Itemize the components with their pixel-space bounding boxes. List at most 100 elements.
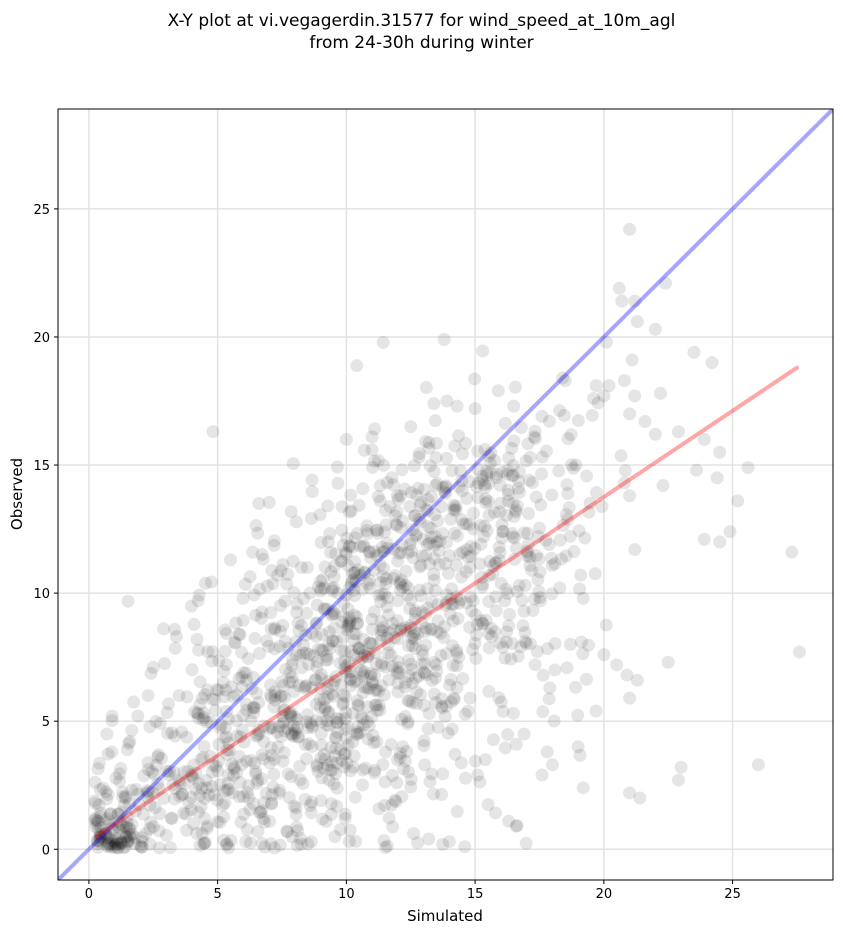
scatter-point [252, 496, 266, 510]
scatter-point [293, 759, 307, 773]
scatter-point [509, 505, 523, 519]
scatter-point [521, 437, 535, 451]
scatter-point [367, 454, 381, 468]
scatter-point [414, 495, 428, 509]
scatter-point [325, 607, 339, 621]
scatter-point [369, 523, 383, 537]
scatter-point [326, 634, 340, 648]
scatter-point [394, 622, 408, 636]
scatter-point [210, 793, 224, 807]
scatter-point [352, 656, 366, 670]
scatter-point [357, 632, 371, 646]
scatter-point [462, 475, 476, 489]
scatter-point [329, 669, 343, 683]
scatter-point [378, 525, 392, 539]
scatter-point [381, 591, 395, 605]
scatter-point [338, 747, 352, 761]
scatter-point [485, 629, 499, 643]
scatter-point [114, 761, 128, 775]
scatter-point [408, 509, 422, 523]
scatter-point [458, 840, 472, 854]
scatter-point [427, 397, 441, 411]
scatter-point [205, 692, 219, 706]
scatter-point [370, 549, 384, 563]
scatter-point [446, 614, 460, 628]
scatter-point [303, 586, 317, 600]
scatter-point [392, 547, 406, 561]
scatter-point [502, 451, 516, 465]
scatter-point [356, 644, 370, 658]
scatter-point [427, 551, 441, 565]
scatter-point [368, 545, 382, 559]
scatter-point [316, 644, 330, 658]
scatter-point [322, 773, 336, 787]
scatter-point [414, 558, 428, 572]
scatter-point [376, 758, 390, 772]
scatter-point [488, 625, 502, 639]
scatter-point [459, 771, 473, 785]
scatter-point [360, 650, 374, 664]
scatter-point [488, 556, 502, 570]
y-tick-label: 15 [33, 459, 50, 474]
scatter-point [197, 740, 211, 754]
scatter-point [105, 822, 119, 836]
scatter-point [344, 679, 358, 693]
scatter-point [149, 714, 163, 728]
scatter-point [294, 561, 308, 575]
scatter-point [321, 758, 335, 772]
scatter-point [374, 615, 388, 629]
scatter-point [327, 581, 341, 595]
scatter-point [285, 670, 299, 684]
scatter-point [356, 667, 370, 681]
scatter-point [339, 432, 353, 446]
scatter-point [335, 615, 349, 629]
scatter-point [217, 690, 231, 704]
scatter-point [447, 691, 461, 705]
scatter-point [317, 602, 331, 616]
scatter-point [280, 824, 294, 838]
scatter-point [480, 524, 494, 538]
scatter-point [429, 451, 443, 465]
scatter-point [290, 838, 304, 852]
scatter-point [374, 623, 388, 637]
scatter-point [489, 471, 503, 485]
scatter-point [173, 776, 187, 790]
scatter-point [248, 701, 262, 715]
scatter-point [444, 695, 458, 709]
scatter-point [373, 494, 387, 508]
scatter-point [344, 504, 358, 518]
scatter-point [501, 464, 515, 478]
scatter-point [430, 476, 444, 490]
scatter-point [102, 818, 116, 832]
scatter-point [482, 569, 496, 583]
scatter-point [236, 591, 250, 605]
scatter-point [247, 706, 261, 720]
scatter-point [213, 815, 227, 829]
scatter-point [101, 839, 115, 853]
scatter-point [519, 637, 533, 651]
scatter-point [279, 662, 293, 676]
scatter-point [653, 386, 667, 400]
scatter-point [187, 771, 201, 785]
scatter-point [428, 414, 442, 428]
scatter-point [313, 692, 327, 706]
scatter-point [121, 833, 135, 847]
scatter-point [299, 679, 313, 693]
scatter-point [152, 841, 166, 855]
scatter-point [506, 530, 520, 544]
scatter-point [128, 804, 142, 818]
scatter-point [284, 505, 298, 519]
scatter-point [301, 721, 315, 735]
scatter-point [415, 657, 429, 671]
scatter-point [91, 762, 105, 776]
scatter-point [265, 564, 279, 578]
scatter-point [455, 474, 469, 488]
scatter-point [367, 563, 381, 577]
scatter-point [390, 753, 404, 767]
scatter-point [352, 699, 366, 713]
scatter-point [241, 652, 255, 666]
scatter-point [236, 708, 250, 722]
scatter-point [299, 646, 313, 660]
scatter-point [482, 508, 496, 522]
